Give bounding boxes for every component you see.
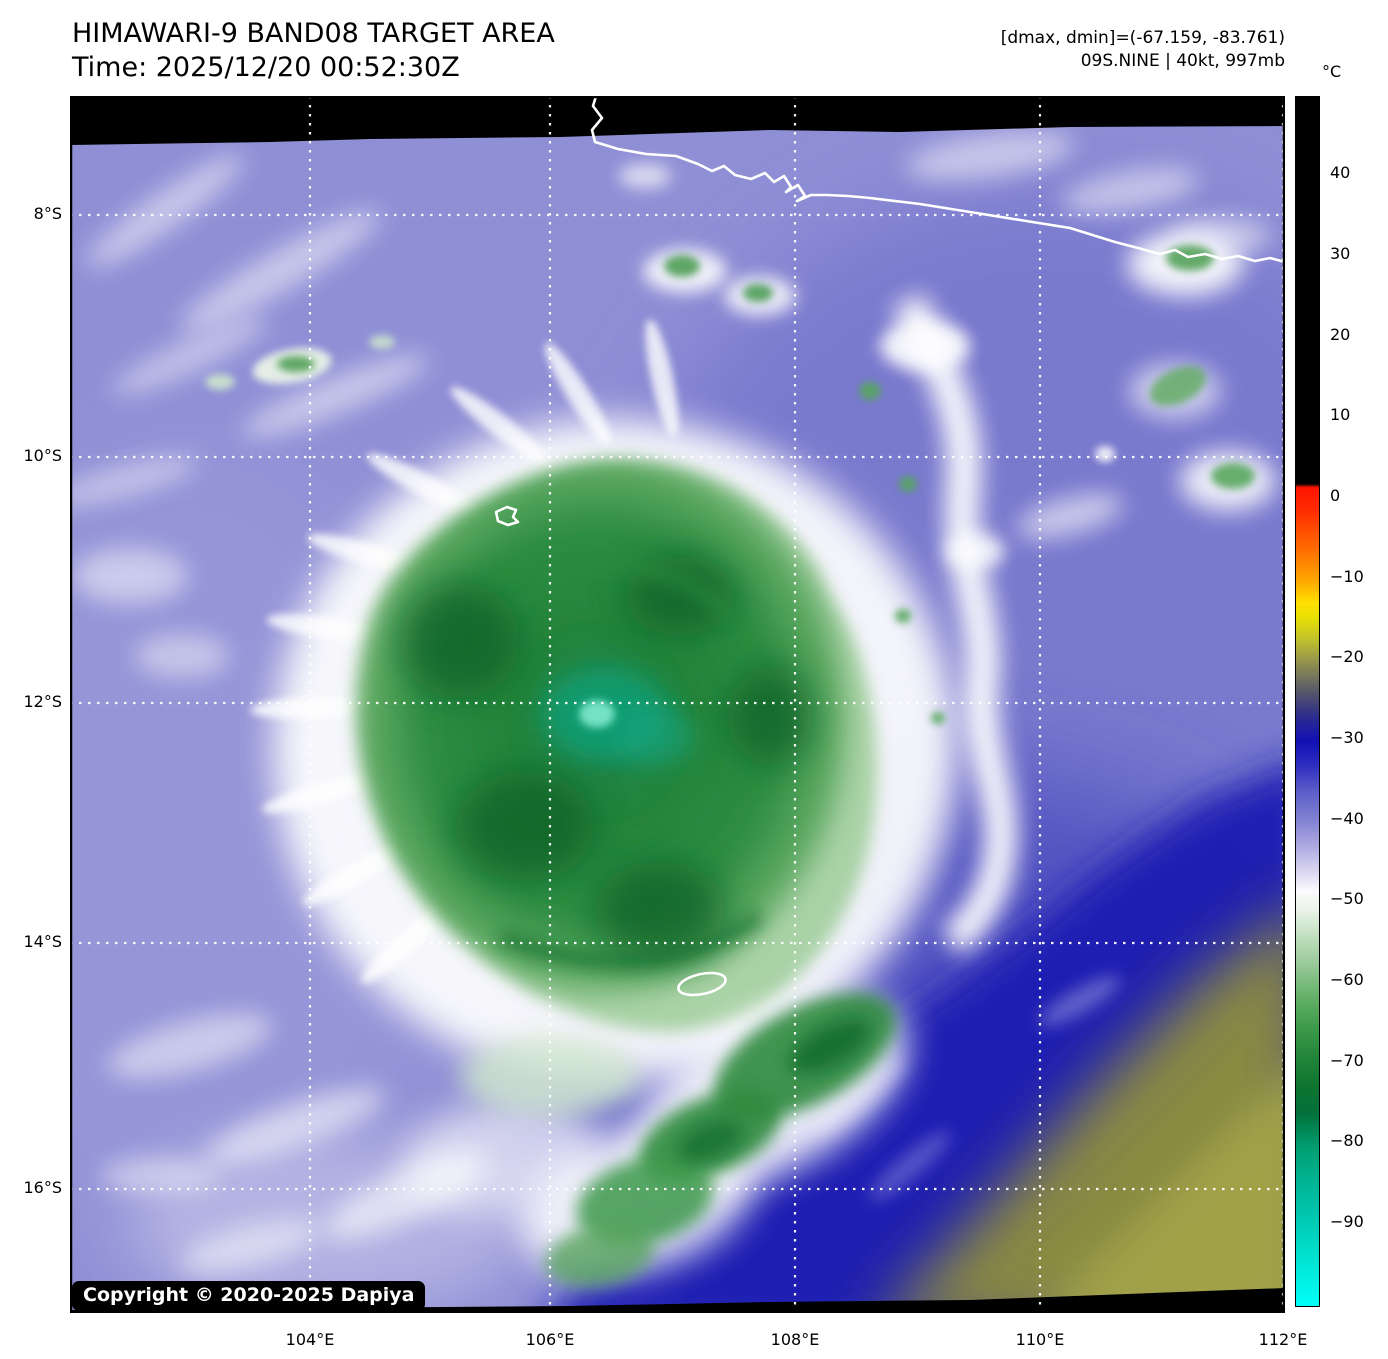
lon-label-112e: 112°E [1258, 1330, 1308, 1349]
map-frame [70, 96, 1285, 1313]
colorbar-tick: −10 [1330, 567, 1364, 586]
coastline-java [494, 96, 1285, 997]
satellite-map-canvas [70, 96, 1285, 1313]
lon-label-110e: 110°E [1015, 1330, 1065, 1349]
colorbar-tick: 0 [1330, 486, 1341, 505]
lat-label-8s: 8°S [33, 204, 62, 223]
colorbar-tick: −30 [1330, 728, 1364, 747]
lat-label-10s: 10°S [23, 446, 62, 465]
lon-label-106e: 106°E [525, 1330, 575, 1349]
colorbar-tick: 10 [1330, 405, 1351, 424]
lon-label-104e: 104°E [285, 1330, 335, 1349]
colorbar-tick: −60 [1330, 970, 1364, 989]
colorbar-tick: 40 [1330, 163, 1351, 182]
lat-label-16s: 16°S [23, 1178, 62, 1197]
storm-id-annotation: 09S.NINE | 40kt, 997mb [1080, 51, 1285, 71]
coastline-christmas-island [494, 505, 520, 527]
product-title: HIMAWARI-9 BAND08 TARGET AREA [72, 18, 555, 49]
product-timestamp: Time: 2025/12/20 00:52:30Z [72, 52, 460, 83]
satellite-map-image [70, 96, 1285, 1313]
colorbar-tick: 30 [1330, 244, 1351, 263]
colorbar-tick: −50 [1330, 889, 1364, 908]
colorbar-tick: −90 [1330, 1212, 1364, 1231]
colorbar-unit-label: °C [1322, 62, 1342, 81]
coastline-small-island [677, 971, 727, 997]
colorbar-tick: 20 [1330, 325, 1351, 344]
dmax-dmin-annotation: [dmax, dmin]=(-67.159, -83.761) [1000, 28, 1285, 48]
colorbar-tick: −40 [1330, 809, 1364, 828]
temperature-colorbar [1295, 96, 1320, 1307]
lat-label-14s: 14°S [23, 932, 62, 951]
lon-label-108e: 108°E [770, 1330, 820, 1349]
colorbar-tick: −80 [1330, 1131, 1364, 1150]
colorbar-tick: −70 [1330, 1051, 1364, 1070]
colorbar-tick: −20 [1330, 647, 1364, 666]
lat-label-12s: 12°S [23, 692, 62, 711]
copyright-badge: Copyright © 2020-2025 Dapiya [72, 1281, 426, 1311]
